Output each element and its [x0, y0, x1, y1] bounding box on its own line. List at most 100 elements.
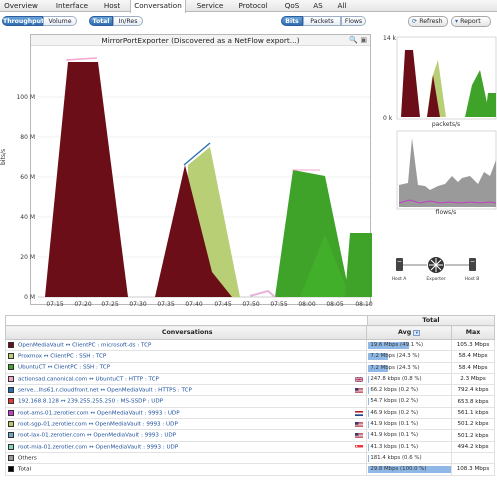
max-value: 108.3 Mbps — [451, 463, 495, 476]
refresh-button[interactable]: ⟳ Refresh — [408, 16, 448, 27]
series-swatch — [8, 387, 14, 394]
avg-cell: 181.4 kbps (0.6 %) — [366, 452, 453, 465]
volume-toggle[interactable]: Volume — [43, 16, 77, 26]
avg-value: 29.8 Mbps (100.0 %) — [370, 466, 427, 473]
conversation-cell: root-lax-01.zerotier.com ↔ OpenMediaVaul… — [4, 429, 368, 442]
conversation-name[interactable]: 192.168.8.128 ↔ 239.255.255.250 : MS-SSD… — [18, 398, 164, 405]
tab-service[interactable]: Service — [196, 1, 224, 10]
zoom-icon[interactable]: 🔍 — [349, 36, 359, 44]
nl-flag-icon — [355, 410, 364, 416]
conversation-name[interactable]: root-sgp-01.zerotier.com ↔ OpenMediaVaul… — [18, 421, 178, 428]
series-swatch — [8, 353, 14, 360]
table-row[interactable]: root-ams-01.zerotier.com ↔ OpenMediaVaul… — [4, 407, 495, 420]
tab-protocol[interactable]: Protocol — [238, 1, 268, 10]
conversation-name[interactable]: actionsad.canonical.com ↔ UbuntuCT : HTT… — [18, 376, 159, 383]
tab-qos[interactable]: QoS — [284, 1, 300, 10]
table-row[interactable]: serve...lhs61.r.cloudfront.net ↔ OpenMed… — [4, 384, 495, 397]
table-row[interactable]: Others 181.4 kbps (0.6 %) — [4, 452, 495, 465]
conversation-name[interactable]: serve...lhs61.r.cloudfront.net ↔ OpenMed… — [18, 387, 192, 394]
side-top-area-1 — [401, 50, 420, 117]
export-icon[interactable]: ▣ — [360, 36, 367, 44]
packets-toggle[interactable]: Packets — [303, 16, 341, 26]
avg-cell: 54.7 kbps (0.2 %) — [366, 395, 453, 408]
max-value: 58.4 Mbps — [451, 350, 495, 363]
series-swatch — [8, 364, 14, 371]
area-openmediavault-1 — [45, 62, 128, 297]
avg-value: 7.2 Mbps (24.3 %) — [370, 364, 420, 371]
conversation-name[interactable]: root-mia-01.zerotier.com ↔ OpenMediaVaul… — [18, 444, 179, 451]
x-ticks: 07:15 07:20 07:25 07:30 07:35 07:40 07:4… — [46, 301, 372, 308]
conversation-name[interactable]: root-ams-01.zerotier.com ↔ OpenMediaVaul… — [18, 410, 180, 417]
avg-cell: 7.2 Mbps (24.3 %) — [366, 350, 453, 363]
conversation-cell: serve...lhs61.r.cloudfront.net ↔ OpenMed… — [4, 384, 368, 397]
x-tick: 07:45 — [214, 301, 231, 308]
tab-host[interactable]: Host — [103, 1, 121, 10]
series-swatch — [8, 466, 14, 473]
col-avg-label: Avg — [397, 329, 412, 336]
avg-cell: 41.3 kbps (0.1 %) — [366, 441, 453, 453]
table-row[interactable]: Total 29.8 Mbps (100.0 %) 108.3 Mbps — [4, 463, 495, 476]
conversation-name[interactable]: UbuntuCT ↔ ClientPC : SSH : TCP — [18, 364, 111, 371]
table-row[interactable]: root-sgp-01.zerotier.com ↔ OpenMediaVaul… — [4, 418, 495, 431]
conversation-name[interactable]: OpenMediaVault ↔ ClientPC : microsoft-ds… — [18, 342, 152, 349]
conversation-cell: root-mia-01.zerotier.com ↔ OpenMediaVaul… — [4, 441, 368, 453]
inres-toggle[interactable]: In/Res — [113, 16, 143, 26]
side-top-xlabel: packets/s — [432, 121, 460, 128]
table-row[interactable]: root-mia-01.zerotier.com ↔ OpenMediaVaul… — [4, 441, 495, 453]
avg-bar — [368, 466, 451, 474]
tab-conversation[interactable]: Conversation — [130, 0, 186, 13]
col-max[interactable]: Max — [451, 325, 495, 340]
avg-value: 247.8 kbps (0.8 %) — [370, 375, 422, 382]
conversation-cell: root-sgp-01.zerotier.com ↔ OpenMediaVaul… — [4, 418, 368, 431]
tab-overview[interactable]: Overview — [4, 1, 38, 10]
avg-bar — [368, 342, 410, 349]
conversation-cell: root-ams-01.zerotier.com ↔ OpenMediaVaul… — [4, 407, 368, 420]
max-value: 561.1 kbps — [451, 407, 495, 420]
y-tick: 80 M — [20, 134, 35, 141]
max-value: 2.3 Mbps — [451, 373, 495, 386]
avg-value: 41.9 kbps (0.1 %) — [370, 432, 419, 439]
sort-desc-icon[interactable]: ▾ — [413, 330, 421, 336]
conversation-name: Others — [18, 455, 37, 462]
avg-value: 19.6 Mbps (49.1 %) — [370, 342, 424, 348]
table-row[interactable]: OpenMediaVault ↔ ClientPC : microsoft-ds… — [4, 339, 495, 352]
col-avg[interactable]: Avg ▾ — [366, 325, 453, 340]
y-tick: 40 M — [20, 214, 35, 221]
avg-cell: 247.8 kbps (0.8 %) — [366, 373, 453, 386]
report-button[interactable]: ▾ Report — [451, 16, 491, 27]
series-swatch — [8, 432, 14, 439]
tab-all[interactable]: All — [337, 1, 347, 10]
table-row[interactable]: Proxmox ↔ ClientPC : SSH : TCP 7.2 Mbps (… — [4, 350, 495, 363]
x-tick: 07:40 — [185, 301, 202, 308]
table-row[interactable]: root-lax-01.zerotier.com ↔ OpenMediaVaul… — [4, 429, 495, 442]
conversation-name: Total — [18, 466, 32, 473]
bits-toggle[interactable]: Bits — [281, 16, 303, 26]
side-top-area-5 — [485, 93, 496, 117]
side-mid-line — [398, 199, 497, 204]
host-b-label: Host B — [465, 276, 480, 282]
table-row[interactable]: 192.168.8.128 ↔ 239.255.255.250 : MS-SSD… — [4, 395, 495, 408]
total-header: Total — [367, 315, 495, 325]
y-tick: 0 M — [24, 294, 35, 301]
series-swatch — [8, 420, 14, 427]
table-row[interactable]: UbuntuCT ↔ ClientPC : SSH : TCP 7.2 Mbps … — [4, 362, 495, 374]
col-conversations[interactable]: Conversations — [4, 325, 368, 340]
avg-cell: 19.6 Mbps (49.1 %) — [366, 339, 453, 352]
x-tick: 07:20 — [74, 301, 91, 308]
tab-interface[interactable]: Interface — [55, 1, 89, 10]
side-mid-area-others — [399, 138, 496, 207]
total-toggle[interactable]: Total — [89, 16, 113, 26]
max-value: 494.2 kbps — [451, 441, 495, 453]
avg-value: 66.2 kbps (0.2 %) — [370, 387, 419, 394]
conversation-cell: actionsad.canonical.com ↔ UbuntuCT : HTT… — [4, 373, 368, 386]
conversation-name[interactable]: Proxmox ↔ ClientPC : SSH : TCP — [18, 353, 107, 360]
area-openmediavault-2 — [155, 165, 232, 297]
series-swatch — [8, 409, 14, 416]
conversation-name[interactable]: root-lax-01.zerotier.com ↔ OpenMediaVaul… — [18, 432, 177, 439]
x-tick: 08:05 — [326, 301, 343, 308]
throughput-toggle[interactable]: Throughput — [2, 16, 44, 26]
refresh-label: Refresh — [419, 18, 443, 25]
flows-toggle[interactable]: Flows — [341, 16, 366, 26]
table-row[interactable]: actionsad.canonical.com ↔ UbuntuCT : HTT… — [4, 373, 495, 386]
tab-as[interactable]: AS — [313, 1, 323, 10]
